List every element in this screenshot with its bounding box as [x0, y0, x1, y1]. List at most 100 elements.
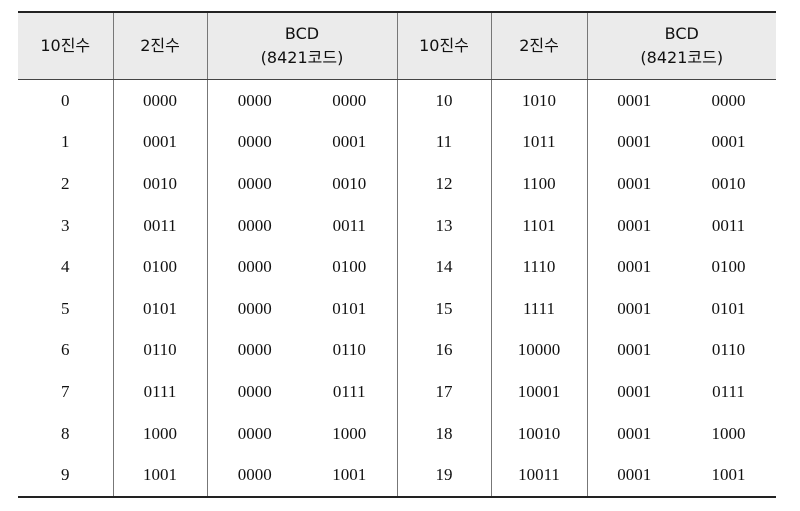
table-cell: 0101	[711, 298, 746, 318]
table-row: 1 0001 0000 0001 11 1011 0001 0001	[18, 121, 776, 164]
table-cell: 0010	[711, 173, 746, 193]
table-cell: 8	[61, 423, 70, 443]
table-cell: 0110	[112, 329, 207, 372]
table-cell: 0000	[206, 246, 302, 288]
table-cell: 0100	[711, 257, 746, 277]
table-cell: 4	[61, 257, 70, 277]
table-cell: 15	[396, 287, 491, 330]
table-row: 4 0100 0000 0100 14 1110 0001 0100	[18, 246, 776, 288]
header-cell: BCD (8421코드)	[586, 11, 776, 80]
table-row: 5 0101 0000 0101 15 1111 0001 0101	[18, 287, 776, 330]
header-cell: 2진수	[490, 11, 587, 80]
table-cell: 0001	[586, 329, 681, 372]
header-cell: 10진수	[396, 11, 491, 80]
table-cell: 0001	[112, 121, 207, 164]
table-cell: 10001	[490, 371, 587, 413]
table-cell: 18	[396, 412, 491, 455]
table-cell: 1001	[112, 454, 207, 498]
header-text: 2진수	[140, 36, 180, 55]
header-row: 10진수 2진수 BCD (8421코드) 10진수 2진수 BCD (8421코드)	[18, 11, 776, 80]
table-cell: 1111	[490, 287, 587, 330]
header-text: 2진수	[519, 36, 559, 55]
table-cell: 0001	[332, 132, 367, 152]
table-cell: 1000	[112, 412, 207, 455]
header-cell: 10진수	[18, 11, 113, 80]
header-cell: BCD (8421코드)	[206, 11, 397, 80]
table-cell: 0001	[586, 412, 681, 455]
table-wrap: 10진수 2진수 BCD (8421코드) 10진수 2진수 BCD (8421코드) 0 00…	[18, 11, 776, 498]
table-cell: 0110	[332, 340, 366, 360]
table-cell: 0001	[586, 454, 681, 498]
table-cell: 1001	[681, 454, 776, 498]
table-cell: 3	[61, 215, 70, 235]
table-cell: 19	[396, 454, 491, 498]
table-cell: 10011	[490, 454, 587, 498]
table-cell: 0111	[332, 381, 366, 401]
table-cell: 5	[61, 298, 70, 318]
table-cell: 0010	[332, 173, 367, 193]
table-cell: 10010	[490, 412, 587, 455]
table-cell: 0	[61, 90, 70, 110]
table-cell: 1010	[490, 79, 587, 122]
table-cell: 0001	[586, 163, 681, 205]
table-cell: 0101	[332, 298, 367, 318]
table-row: 7 0111 0000 0111 17 10001 0001 0111	[18, 371, 776, 413]
table-cell: 16	[396, 329, 491, 372]
table-cell: 12	[396, 163, 491, 205]
table-cell: 1	[61, 132, 70, 152]
table-cell: 11	[396, 121, 491, 164]
header-cell: 2진수	[112, 11, 207, 80]
header-text: 10진수	[419, 36, 469, 55]
table-cell: 0000	[206, 412, 302, 455]
table-cell: 0001	[711, 132, 746, 152]
table-cell: 7	[61, 381, 70, 401]
table-cell: 6	[61, 340, 70, 360]
table-cell: 2	[61, 173, 70, 193]
header-text: (8421코드)	[640, 48, 724, 67]
table-cell: 0110	[711, 340, 746, 360]
table-cell: 0001	[586, 204, 681, 247]
table-cell: 0001	[586, 79, 681, 122]
table-cell: 1001	[302, 454, 397, 498]
header-text: 10진수	[40, 36, 91, 55]
table-cell: 0000	[206, 204, 302, 247]
table-row: 0 0000 0000 0000 10 1010 0001 0000	[18, 79, 776, 122]
table-cell: 1011	[490, 121, 587, 164]
table-cell: 0001	[586, 121, 681, 164]
table-cell: 0011	[112, 204, 207, 247]
table-cell: 0001	[586, 246, 681, 288]
table-cell: 0001	[586, 287, 681, 330]
table-body: 0 0000 0000 0000 10 1010 0001 0000 1 0001 0000 0001…	[18, 79, 776, 498]
header-text: BCD	[284, 24, 320, 43]
table-cell: 0101	[112, 287, 207, 330]
table-cell: 0000	[206, 287, 302, 330]
table-cell: 14	[396, 246, 491, 288]
table-cell: 17	[396, 371, 491, 413]
table-cell: 1000	[332, 423, 367, 443]
header-text: (8421코드)	[260, 48, 344, 67]
table-cell: 0011	[711, 215, 746, 235]
table-cell: 0010	[112, 163, 207, 205]
table-cell: 13	[396, 204, 491, 247]
table-cell: 0000	[206, 163, 302, 205]
table-row: 8 1000 0000 1000 18 10010 0001 1000	[18, 412, 776, 455]
table-row: 3 0011 0000 0011 13 1101 0001 0011	[18, 204, 776, 247]
table-cell: 0000	[206, 79, 302, 122]
table-cell: 0000	[206, 121, 302, 164]
table-cell: 0000	[206, 329, 302, 372]
table-row: 2 0010 0000 0010 12 1100 0001 0010	[18, 163, 776, 205]
table-cell: 0000	[112, 79, 207, 122]
table-cell: 0100	[112, 246, 207, 288]
table-cell: 0100	[332, 257, 367, 277]
table-cell: 1110	[490, 246, 587, 288]
table-cell: 1000	[711, 423, 746, 443]
table-cell: 1100	[490, 163, 587, 205]
table-cell: 0111	[712, 381, 745, 401]
table-row: 9 1001 0000 1001 19 10011 0001 1001	[18, 454, 776, 498]
table-cell: 1101	[490, 204, 587, 247]
table-cell: 0000	[332, 90, 367, 110]
table-cell: 0011	[332, 215, 366, 235]
bcd-table: 10진수 2진수 BCD (8421코드) 10진수 2진수 BCD (8421코드) 0 00…	[18, 11, 776, 498]
table-cell: 0000	[711, 90, 746, 110]
